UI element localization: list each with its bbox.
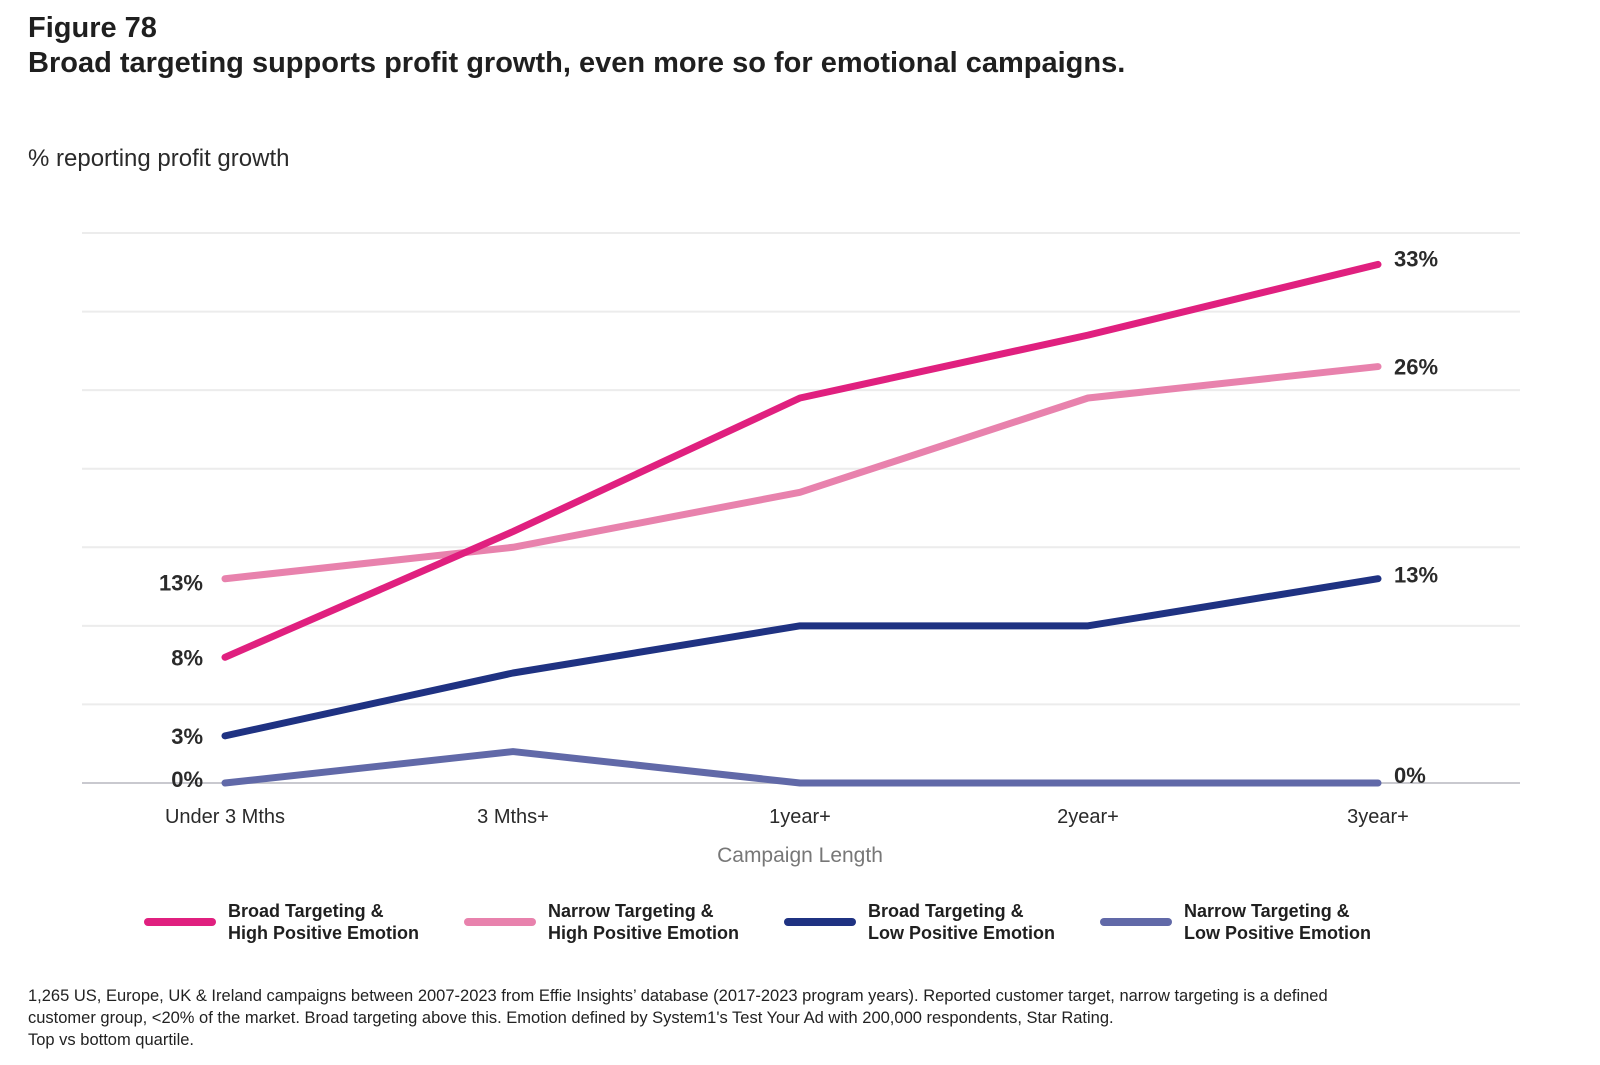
x-tick-label: 3year+: [1347, 806, 1409, 828]
series-line-0: [221, 260, 1382, 661]
x-tick-label: Under 3 Mths: [165, 806, 285, 828]
series-lines: [221, 260, 1382, 787]
legend-item-narrow-high: Narrow Targeting & High Positive Emotion: [464, 900, 748, 944]
series-line-2: [221, 575, 1382, 740]
footnote-line: Top vs bottom quartile.: [28, 1031, 194, 1049]
legend-swatch: [1100, 918, 1172, 926]
figure-label: Figure 78: [28, 12, 157, 44]
end-value-label: 13%: [1394, 563, 1438, 588]
legend-item-broad-low: Broad Targeting & Low Positive Emotion: [784, 900, 1068, 944]
legend-label: Broad Targeting & High Positive Emotion: [228, 901, 420, 943]
y-axis-label: % reporting profit growth: [28, 145, 290, 172]
series-line-3: [221, 748, 1382, 787]
end-value-label: 0%: [1394, 763, 1426, 788]
end-value-label: 26%: [1394, 355, 1438, 380]
legend-swatch: [464, 918, 536, 926]
start-value-label: 13%: [159, 571, 203, 596]
footnote-line: customer group, <20% of the market. Broa…: [28, 1009, 1114, 1027]
grid-lines: [82, 232, 1520, 784]
footnote: 1,265 US, Europe, UK & Ireland campaigns…: [28, 985, 1588, 1051]
legend-label: Broad Targeting & Low Positive Emotion: [868, 901, 1056, 943]
x-axis-ticks: Under 3 Mths 3 Mths+ 1year+ 2year+ 3year+: [165, 806, 1409, 828]
end-value-label: 33%: [1394, 246, 1438, 271]
footnote-line: 1,265 US, Europe, UK & Ireland campaigns…: [28, 987, 1328, 1005]
data-labels: 8% 33% 13% 26% 3% 13% 0% 0%: [159, 246, 1438, 792]
series-line-1: [221, 363, 1382, 583]
start-value-label: 0%: [171, 767, 203, 792]
legend-swatch: [784, 918, 856, 926]
chart-title: Broad targeting supports profit growth, …: [28, 47, 1126, 79]
x-tick-label: 3 Mths+: [477, 806, 549, 828]
legend-label: Narrow Targeting & Low Positive Emotion: [1184, 901, 1372, 943]
x-tick-label: 2year+: [1057, 806, 1119, 828]
legend-item-broad-high: Broad Targeting & High Positive Emotion: [144, 900, 428, 944]
legend: Broad Targeting & High Positive Emotion …: [0, 900, 1600, 950]
x-axis-title: Campaign Length: [717, 844, 883, 867]
legend-swatch: [144, 918, 216, 926]
legend-item-narrow-low: Narrow Targeting & Low Positive Emotion: [1100, 900, 1384, 944]
line-chart: 8% 33% 13% 26% 3% 13% 0% 0% Under 3 Mths 3 Mths+…: [82, 232, 1520, 867]
x-tick-label: 1year+: [769, 806, 831, 828]
start-value-label: 3%: [171, 724, 203, 749]
start-value-label: 8%: [171, 645, 203, 670]
legend-label: Narrow Targeting & High Positive Emotion: [548, 901, 740, 943]
